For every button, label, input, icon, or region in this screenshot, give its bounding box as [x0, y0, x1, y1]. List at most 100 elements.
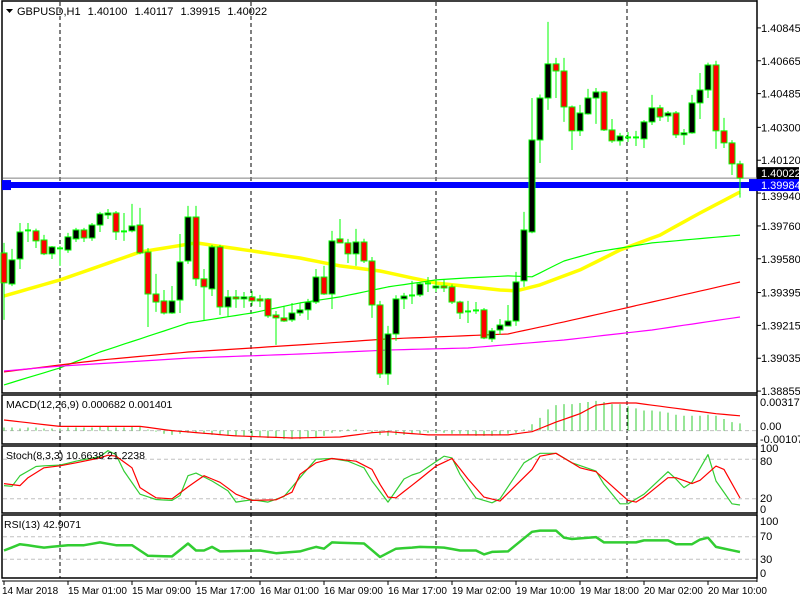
dropdown-triangle-icon[interactable]	[6, 9, 13, 13]
candle	[352, 228, 360, 266]
price-label: 1.40485	[761, 89, 800, 101]
candle	[360, 238, 368, 263]
candle	[672, 110, 680, 138]
macd-signal-line	[3, 402, 741, 439]
candle	[248, 290, 256, 306]
support-line-handle[interactable]	[2, 180, 11, 191]
candle	[216, 244, 224, 315]
candle-body	[288, 312, 296, 321]
candle	[25, 223, 31, 242]
candle-body	[560, 70, 568, 108]
macd-axis-label: -0.001073	[760, 434, 800, 446]
price-pane[interactable]	[0, 21, 757, 386]
pane-frames	[1, 0, 758, 582]
candle	[160, 289, 168, 315]
candle	[456, 300, 464, 320]
candle-body	[72, 229, 80, 240]
candle-body	[216, 246, 224, 308]
candle-body	[336, 238, 344, 244]
candle	[736, 160, 744, 198]
candle-body	[584, 97, 592, 115]
candle	[152, 273, 160, 312]
candle-body	[496, 324, 504, 331]
candle	[136, 207, 144, 255]
time-label: 15 Mar 01:00	[68, 586, 127, 597]
candle	[648, 94, 656, 126]
candle-body	[352, 241, 360, 255]
rsi-axis-label: 70	[760, 531, 772, 543]
candle-body	[184, 216, 192, 262]
candle	[440, 279, 448, 292]
candle-body	[8, 259, 16, 285]
candle-body	[32, 230, 40, 242]
candle-body	[528, 139, 536, 233]
candle-body	[480, 309, 488, 339]
candle	[296, 302, 304, 316]
candle	[728, 140, 736, 176]
candle	[576, 104, 584, 136]
candle-body	[608, 129, 616, 142]
candle-body	[112, 212, 120, 233]
candle-body	[152, 293, 160, 303]
candle	[608, 118, 616, 143]
candle-body	[440, 285, 448, 289]
price-label: 1.39580	[761, 254, 800, 266]
price-label: 1.39035	[761, 353, 800, 365]
candle-body	[536, 97, 544, 141]
rsi-axis-label: 0	[760, 568, 766, 580]
candle	[465, 300, 471, 324]
price-label: 1.39215	[761, 320, 800, 332]
moving-average-line	[3, 281, 741, 373]
candle-body	[704, 64, 712, 91]
support-line-handle-right[interactable]	[749, 179, 757, 192]
time-label: 20 Mar 02:00	[644, 586, 703, 597]
time-axis: 14 Mar 2018 15 Mar 01:00 15 Mar 09:00 15 Ma…	[2, 581, 767, 597]
candle	[568, 105, 576, 151]
candle	[232, 289, 240, 308]
candle-body	[192, 216, 200, 280]
candle	[544, 21, 552, 110]
rsi-title: RSI(13) 42.9071	[4, 519, 81, 531]
rsi-pane[interactable]	[3, 529, 757, 560]
candle-body	[264, 298, 272, 317]
candle	[0, 242, 8, 320]
candle-body	[488, 330, 496, 340]
candle	[392, 295, 400, 341]
macd-pane[interactable]	[3, 400, 757, 440]
candle	[368, 256, 376, 318]
stochastic-pane[interactable]	[3, 450, 757, 506]
rsi-axis-label: 100	[760, 516, 778, 528]
current-price-box	[757, 167, 799, 180]
candle	[688, 94, 696, 134]
candle	[448, 284, 456, 305]
candle-body	[376, 304, 384, 375]
candle	[96, 211, 104, 232]
stochastic-axis-label: 0	[760, 504, 766, 516]
time-label: 19 Mar 18:00	[580, 586, 639, 597]
candle-body	[680, 132, 688, 136]
candle	[400, 292, 408, 309]
candle	[536, 94, 544, 163]
candle	[473, 302, 479, 314]
price-label: 1.39760	[761, 221, 800, 233]
candle	[144, 248, 152, 328]
candle-body	[200, 278, 208, 288]
candle	[32, 228, 40, 249]
candle	[192, 205, 200, 286]
close-value: 1.40022	[227, 6, 267, 18]
rsi-axis-label: 30	[760, 554, 772, 566]
candle	[72, 227, 80, 242]
candle	[128, 203, 136, 233]
candle-body	[728, 142, 736, 165]
candle-body	[64, 236, 72, 251]
open-value: 1.40100	[88, 6, 128, 18]
candle-body	[616, 135, 624, 142]
candle	[504, 304, 512, 327]
candle	[48, 246, 56, 259]
candle-body	[672, 112, 680, 136]
candle-body	[432, 285, 440, 289]
candle	[496, 319, 504, 335]
candle	[512, 271, 520, 326]
